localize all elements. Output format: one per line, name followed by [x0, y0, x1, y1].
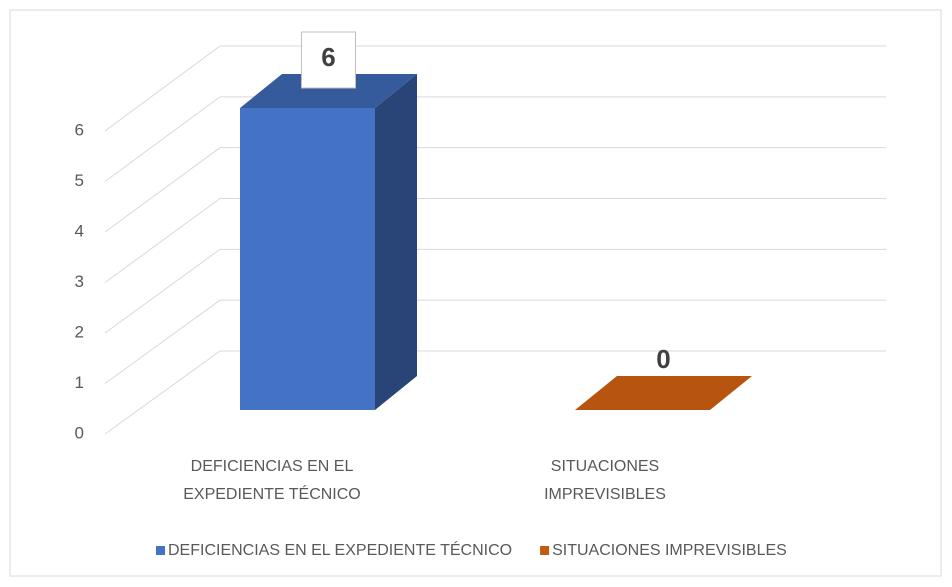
value-label-box	[301, 31, 356, 89]
value-label: 0	[656, 344, 670, 374]
grid-line	[104, 299, 886, 384]
y-tick-label: 0	[75, 423, 84, 442]
grid-line	[104, 45, 886, 132]
bar-top	[575, 376, 752, 410]
legend-label: DEFICIENCIAS EN EL EXPEDIENTE TÉCNICO	[168, 540, 512, 559]
x-tick-label: DEFICIENCIAS EN EL EXPEDIENTE TÉCNICO	[183, 458, 361, 503]
legend-swatch	[540, 546, 550, 555]
y-tick-label: 6	[75, 120, 84, 139]
grid-line	[104, 198, 886, 283]
x-tick-label: SITUACIONES IMPREVISIBLES	[544, 458, 666, 503]
value-label: 6	[321, 42, 335, 72]
y-tick-label: 3	[75, 272, 84, 291]
grid-line	[104, 96, 886, 182]
legend-label: SITUACIONES IMPREVISIBLES	[552, 542, 787, 559]
x-tick-label-box: DEFICIENCIAS EN EL EXPEDIENTE TÉCNICO	[183, 458, 361, 503]
y-tick-label: 5	[75, 171, 84, 190]
y-tick-label: 4	[75, 221, 84, 240]
y-tick-label: 2	[75, 322, 84, 341]
bar-top	[240, 74, 417, 108]
chart-frame	[9, 9, 942, 577]
grid-line	[104, 147, 886, 233]
bar-side	[375, 74, 417, 410]
bar	[575, 376, 752, 410]
bar	[240, 74, 417, 410]
legend-swatch	[156, 546, 165, 555]
y-tick-label: 1	[75, 373, 84, 392]
grid-line	[104, 350, 886, 435]
grid-line	[104, 248, 886, 334]
x-tick-label-box: SITUACIONES IMPREVISIBLES	[544, 458, 666, 503]
bar-front	[240, 108, 375, 410]
